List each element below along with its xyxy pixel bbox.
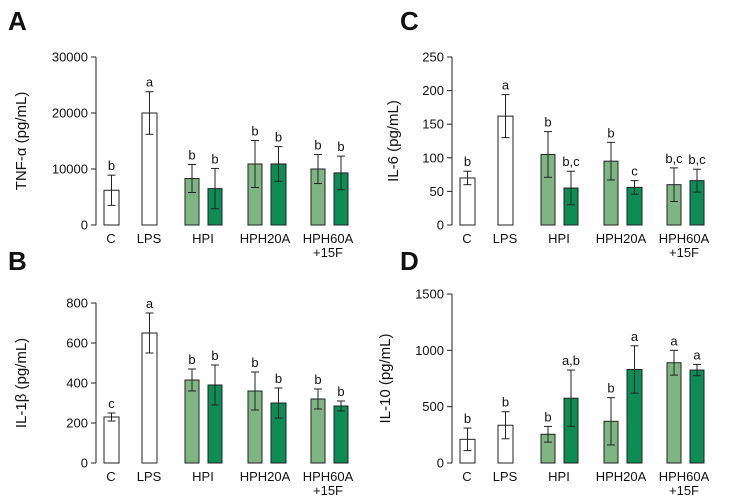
x-category-label: HPH60A	[659, 469, 710, 484]
x-category-label: HPH60A	[303, 231, 354, 246]
significance-letter: b	[337, 384, 344, 399]
y-tick-label: 400	[66, 376, 88, 391]
x-category-label: C	[462, 231, 471, 246]
x-category-label: HPI	[192, 231, 214, 246]
x-category-label: +15F	[313, 483, 343, 498]
x-category-label: HPH60A	[303, 469, 354, 484]
y-tick-label: 500	[422, 399, 444, 414]
panel-tnf-alpha: A 0 10000 20000 30000 TNF-α (pg/mL) b a b b b b b b C L…	[8, 6, 354, 260]
y-tick-label: 1000	[415, 343, 444, 358]
significance-letter: b	[188, 148, 195, 163]
x-category-label: HPH20A	[596, 231, 647, 246]
significance-letter: a	[670, 333, 678, 348]
panel-il-6: C 0 50 100 150 200 250 IL-6 (pg/mL) b a b b,c b c b,c b…	[385, 6, 710, 260]
significance-letter: b	[251, 355, 258, 370]
significance-letter: b	[337, 139, 344, 154]
significance-letter: b	[275, 371, 282, 386]
x-category-label: C	[106, 469, 115, 484]
bar	[103, 416, 120, 464]
significance-letter: b	[464, 411, 471, 426]
bar	[333, 405, 349, 464]
significance-letter: a	[502, 78, 510, 93]
significance-letter: a	[146, 75, 154, 90]
significance-letter: b	[211, 151, 218, 166]
x-category-label: HPH60A	[659, 231, 710, 246]
panel-letter: C	[400, 6, 419, 36]
x-category-label: +15F	[669, 245, 699, 260]
x-category-label: HPH20A	[596, 469, 647, 484]
y-tick-label: 600	[66, 336, 88, 351]
y-tick-label: 800	[66, 296, 88, 311]
significance-letter: c	[631, 164, 638, 179]
y-tick-label: 200	[66, 416, 88, 431]
panel-il-1beta: B 0 200 400 600 800 IL-1β (pg/mL) c a b b b b b b C LPS H…	[8, 246, 354, 498]
significance-letter: b	[544, 409, 551, 424]
significance-letter: b	[502, 395, 509, 410]
significance-letter: b	[544, 115, 551, 130]
y-axis-label: IL-6 (pg/mL)	[385, 100, 402, 182]
y-tick-label: 150	[422, 117, 444, 132]
significance-letter: b	[607, 125, 614, 140]
y-tick-label: 0	[81, 218, 88, 233]
y-tick-label: 20000	[52, 106, 88, 121]
significance-letter: a	[631, 329, 639, 344]
x-category-label: LPS	[137, 469, 162, 484]
significance-letter: b	[314, 137, 321, 152]
significance-letter: b	[251, 123, 258, 138]
significance-letter: b	[607, 381, 614, 396]
bar	[689, 369, 705, 464]
y-axis-label: IL-1β (pg/mL)	[13, 338, 30, 428]
x-category-label: HPH20A	[240, 469, 291, 484]
bar	[184, 379, 200, 464]
x-category-label: LPS	[493, 469, 518, 484]
y-tick-label: 0	[437, 456, 444, 471]
x-category-label: HPI	[548, 469, 570, 484]
y-axis-label: TNF-α (pg/mL)	[13, 92, 30, 191]
significance-letter: b	[275, 130, 282, 145]
x-category-label: C	[462, 469, 471, 484]
panel-letter: D	[400, 246, 419, 276]
x-category-label: LPS	[493, 231, 518, 246]
significance-letter: c	[108, 396, 115, 411]
significance-letter: b	[464, 154, 471, 169]
panel-letter: A	[8, 6, 27, 36]
y-tick-label: 0	[437, 218, 444, 233]
significance-letter: b	[211, 348, 218, 363]
y-tick-label: 0	[81, 456, 88, 471]
x-category-label: HPI	[192, 469, 214, 484]
x-category-label: +15F	[313, 245, 343, 260]
significance-letter: b,c	[665, 151, 683, 166]
x-category-label: HPI	[548, 231, 570, 246]
significance-letter: b,c	[688, 152, 706, 167]
x-category-label: HPH20A	[240, 231, 291, 246]
x-category-label: C	[106, 231, 115, 246]
significance-letter: b	[108, 158, 115, 173]
panel-letter: B	[8, 246, 27, 276]
significance-letter: a	[693, 347, 701, 362]
significance-letter: b	[314, 372, 321, 387]
y-tick-label: 30000	[52, 50, 88, 65]
y-tick-label: 10000	[52, 162, 88, 177]
x-category-label: +15F	[669, 483, 699, 498]
significance-letter: a	[146, 296, 154, 311]
y-tick-label: 250	[422, 50, 444, 65]
y-axis-label: IL-10 (pg/mL)	[377, 333, 394, 423]
y-tick-label: 1500	[415, 287, 444, 302]
x-category-label: LPS	[137, 231, 162, 246]
significance-letter: a,b	[562, 353, 580, 368]
bar	[666, 362, 682, 464]
y-tick-label: 50	[430, 184, 444, 199]
significance-letter: b,c	[562, 154, 580, 169]
y-tick-label: 200	[422, 83, 444, 98]
y-tick-label: 100	[422, 150, 444, 165]
significance-letter: b	[188, 352, 195, 367]
